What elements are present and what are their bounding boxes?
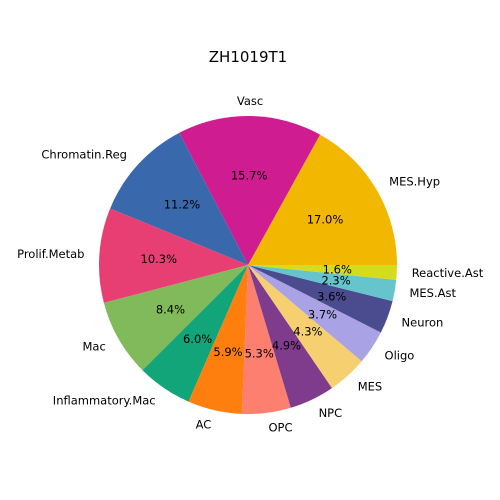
category-label: Oligo [385, 349, 415, 363]
category-label: MES.Hyp [389, 175, 440, 189]
pie-slice-mes-hyp [248, 134, 398, 265]
pie-slice-oligo [248, 265, 381, 362]
pct-label: 8.4% [156, 302, 185, 316]
pie-slice-inflammatory-mac [142, 265, 248, 402]
category-label: NPC [319, 406, 343, 420]
pie-slice-chromatin-reg [110, 132, 248, 265]
pct-label: 11.2% [164, 198, 201, 212]
category-label: Inflammatory.Mac [53, 393, 156, 407]
category-label: OPC [269, 421, 293, 435]
category-label: MES.Ast [409, 286, 456, 300]
percentage-labels: 17.0% 15.7% 11.2% 10.3% 8.4% 6.0%5.9% 5.3%4.9%… [141, 169, 352, 361]
pie-slice-prolif-metab [98, 208, 248, 303]
category-label: Neuron [402, 315, 444, 329]
pct-label: 5.9% [213, 345, 242, 359]
pie-slices [98, 115, 398, 414]
pie-slice-vasc [179, 115, 321, 265]
pie-slice-npc [248, 265, 332, 408]
pct-label: 10.3% [141, 252, 178, 266]
category-labels: MES.Hyp Vasc Chromatin.Reg Prolif.Metab Mac I… [17, 94, 484, 434]
category-label: Chromatin.Reg [41, 147, 127, 161]
pct-label: 6.0% [183, 332, 212, 346]
category-label: Mac [83, 340, 106, 354]
pie-slice-neuron [248, 265, 393, 333]
pct-label: 15.7% [231, 169, 268, 183]
pct-label: 3.7% [308, 307, 337, 321]
category-label: Reactive.Ast [412, 266, 484, 280]
pie-slice-mes-ast [248, 265, 397, 302]
pie-slice-mac [103, 265, 248, 371]
chart-title: ZH1019T1 [209, 48, 287, 66]
pct-label: 1.6% [323, 262, 352, 276]
pct-label: 4.3% [293, 324, 322, 338]
pie-slice-ac [188, 265, 248, 414]
pie-slice-mes [248, 265, 362, 389]
pct-label: 4.9% [272, 339, 301, 353]
pct-label: 2.3% [321, 273, 350, 287]
category-label: Vasc [237, 94, 263, 108]
pie-slice-opc [241, 265, 291, 414]
pct-label: 3.6% [317, 289, 346, 303]
category-label: Prolif.Metab [17, 247, 84, 261]
category-label: MES [358, 380, 383, 394]
pct-label: 17.0% [307, 213, 344, 227]
category-label: AC [196, 418, 212, 432]
pct-label: 5.3% [245, 347, 274, 361]
pie-slice-reactive-ast [248, 265, 397, 280]
